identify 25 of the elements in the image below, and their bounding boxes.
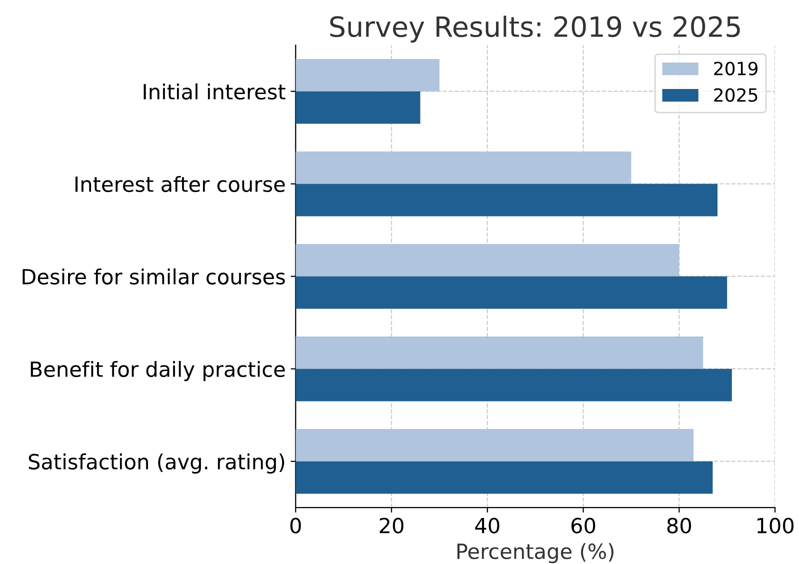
bar (296, 151, 632, 184)
y-tick-label: Benefit for daily practice (30, 360, 285, 382)
bar (296, 428, 694, 462)
y-tick-label: Interest after course (76, 176, 285, 192)
bar (296, 336, 704, 369)
x-tick-label: 60 (571, 518, 596, 534)
bar (296, 368, 732, 402)
x-tick-label: 80 (667, 518, 692, 534)
legend-label: 2025 (714, 88, 758, 102)
bar (296, 91, 420, 124)
bar (296, 58, 440, 92)
x-tick-label: 0 (290, 518, 301, 534)
bar (296, 276, 728, 309)
x-tick-label: 20 (380, 518, 404, 534)
y-tick-label: Initial interest (144, 83, 286, 100)
x-tick-label: 40 (475, 518, 500, 534)
y-tick-label: Satisfaction (avg. rating) (28, 453, 284, 474)
chart-title: Survey Results: 2019 vs 2025 (330, 16, 740, 43)
bar (296, 244, 680, 276)
legend-label: 2019 (714, 62, 758, 76)
bar (296, 461, 713, 494)
x-tick-label: 100 (757, 518, 794, 534)
x-axis-title: Percentage (%) (457, 543, 614, 564)
y-tick-label: Desire for similar courses (22, 268, 285, 285)
bar (296, 184, 718, 216)
